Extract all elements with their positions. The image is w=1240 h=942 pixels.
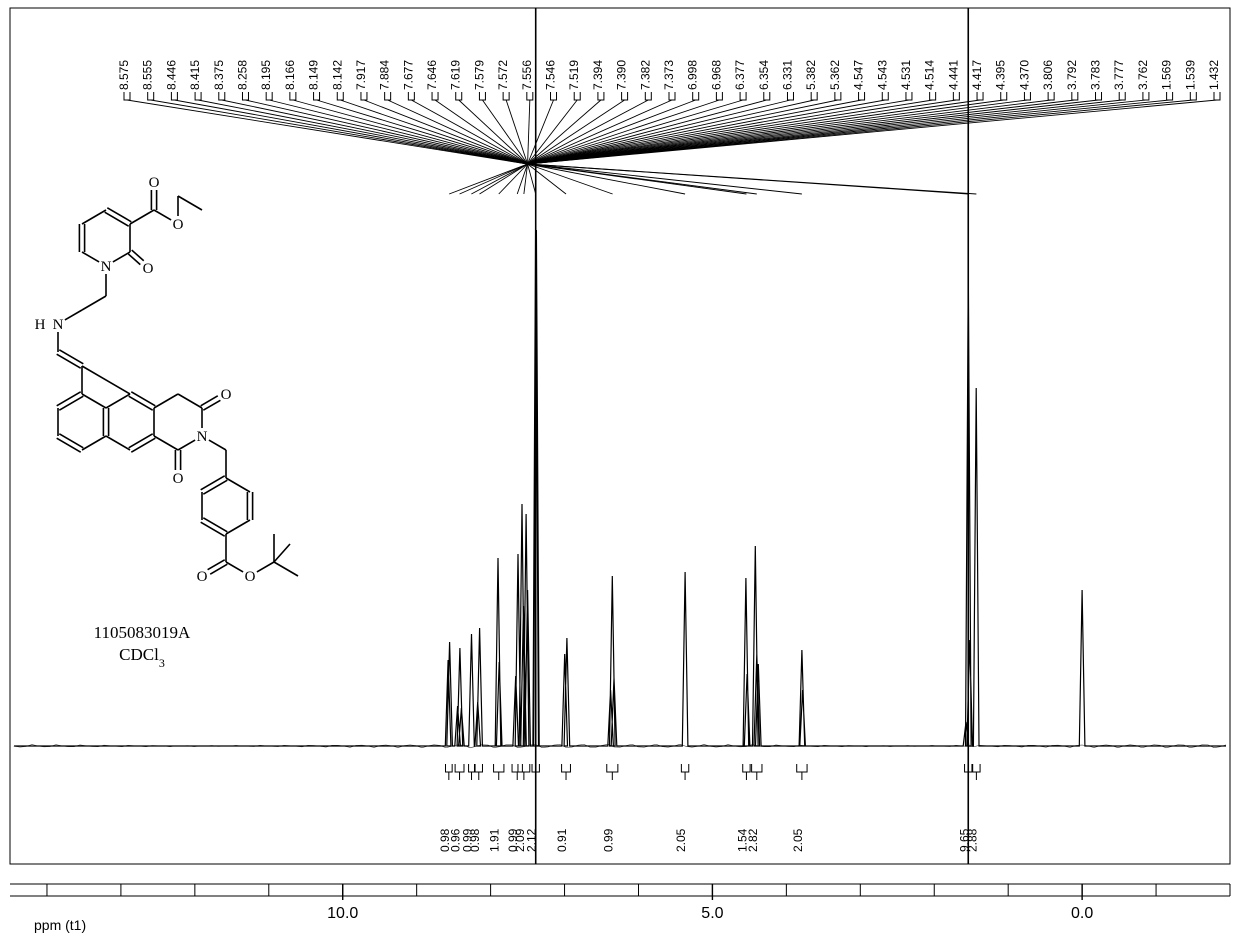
peak-ppm-label: 6.968: [709, 60, 723, 90]
peak-ppm-label: 7.572: [496, 60, 510, 90]
integral-bracket: [562, 764, 571, 780]
peak-ppm-label: 7.373: [662, 60, 676, 90]
atom-label: N: [101, 259, 112, 275]
integral-bracket: [518, 764, 530, 780]
peak-ppm-label: 6.998: [686, 60, 700, 90]
integral-bracket: [446, 764, 453, 780]
peak-ppm-label: 8.258: [235, 60, 249, 90]
peak-ppm-label: 8.555: [141, 60, 155, 90]
integral-bracket: [743, 764, 750, 780]
peak-ppm-label: 4.441: [946, 60, 960, 90]
ppm-tick-label: 5.0: [701, 905, 723, 922]
peak-ppm-label: 8.575: [117, 60, 131, 90]
spectrum-trace: [14, 210, 1226, 746]
integral-value: 2.12: [525, 828, 539, 852]
atom-label: N: [197, 429, 208, 445]
integral-bracket: [475, 764, 482, 780]
integral-bracket: [752, 764, 762, 780]
peak-ppm-label: 3.806: [1041, 60, 1055, 90]
atom-label: O: [173, 217, 184, 233]
peak-ppm-label: 7.646: [425, 60, 439, 90]
integral-value: 2.88: [965, 828, 979, 852]
peak-ppm-label: 7.519: [567, 60, 581, 90]
peak-ppm-label: 8.142: [330, 60, 344, 90]
atom-label: N: [53, 317, 64, 333]
atom-label: O: [143, 261, 154, 277]
peak-ppm-label: 7.390: [615, 60, 629, 90]
peak-ppm-label: 8.166: [283, 60, 297, 90]
peak-ppm-label: 7.677: [401, 60, 415, 90]
peak-ppm-label: 5.362: [828, 60, 842, 90]
peak-ppm-label: 4.543: [875, 60, 889, 90]
atom-label: O: [221, 387, 232, 403]
integral-value: 2.05: [674, 828, 688, 852]
peak-ppm-label: 4.370: [1017, 60, 1031, 90]
integral-bracket: [797, 764, 807, 780]
atom-label: O: [173, 471, 184, 487]
molecule-structure: NOOONHNOOOO: [35, 175, 298, 585]
peak-ppm-label: 8.375: [212, 60, 226, 90]
peak-ppm-label: 7.619: [449, 60, 463, 90]
integral-value: 0.91: [555, 828, 569, 852]
peak-ppm-label: 5.382: [804, 60, 818, 90]
peak-ppm-label: 7.556: [520, 60, 534, 90]
integral-bracket: [469, 764, 475, 780]
peak-ppm-label: 6.331: [780, 60, 794, 90]
integral-value: 1.91: [488, 828, 502, 852]
peak-ppm-label: 3.792: [1065, 60, 1079, 90]
ppm-tick-label: 0.0: [1071, 905, 1093, 922]
peak-ppm-label: 4.395: [994, 60, 1008, 90]
integral-bracket: [455, 764, 464, 780]
peak-ppm-label: 8.446: [164, 60, 178, 90]
peak-ppm-label: 8.415: [188, 60, 202, 90]
peak-ppm-label: 3.777: [1112, 60, 1126, 90]
sample-id: 1105083019A: [94, 623, 191, 642]
peak-ppm-label: 7.884: [378, 60, 392, 90]
peak-ppm-label: 7.546: [544, 60, 558, 90]
peak-ppm-label: 1.569: [1160, 60, 1174, 90]
peak-ppm-label: 7.394: [591, 60, 605, 90]
peak-ppm-label: 4.417: [970, 60, 984, 90]
nmr-figure: 10.0 5.0 0.0 ppm (t1) 8.575 8.555 8.446 8.415 8.…: [0, 0, 1240, 942]
peak-ppm-label: 1.432: [1207, 60, 1221, 90]
peak-ppm-label: 4.531: [899, 60, 913, 90]
axis-label: ppm (t1): [34, 917, 86, 933]
peak-ppm-label: 7.382: [638, 60, 652, 90]
integral-bracket: [973, 764, 980, 780]
peak-ppm-label: 7.579: [472, 60, 486, 90]
peak-ppm-label: 8.195: [259, 60, 273, 90]
peak-ppm-label: 4.514: [923, 60, 937, 90]
ppm-tick-label: 10.0: [327, 905, 358, 922]
integral-value: 0.98: [468, 828, 482, 852]
atom-label: O: [149, 175, 160, 191]
atom-label: O: [197, 569, 208, 585]
integral-bracket: [681, 764, 688, 780]
integral-bracket: [607, 764, 618, 780]
peak-ppm-label: 6.354: [757, 60, 771, 90]
integral-value: 2.05: [791, 828, 805, 852]
peak-ppm-label: 6.377: [733, 60, 747, 90]
integral-value: 2.82: [746, 828, 760, 852]
peak-ppm-label: 4.547: [852, 60, 866, 90]
atom-label: O: [245, 569, 256, 585]
peak-ppm-label: 3.783: [1089, 60, 1103, 90]
sample-solvent: CDCl3: [119, 645, 165, 670]
integral-bracket: [494, 764, 504, 780]
peak-ppm-label: 7.917: [354, 60, 368, 90]
peak-ppm-label: 3.762: [1136, 60, 1150, 90]
peak-ppm-label: 8.149: [307, 60, 321, 90]
peak-ppm-label: 1.539: [1183, 60, 1197, 90]
atom-label: H: [35, 317, 46, 333]
integral-value: 0.99: [601, 828, 615, 852]
